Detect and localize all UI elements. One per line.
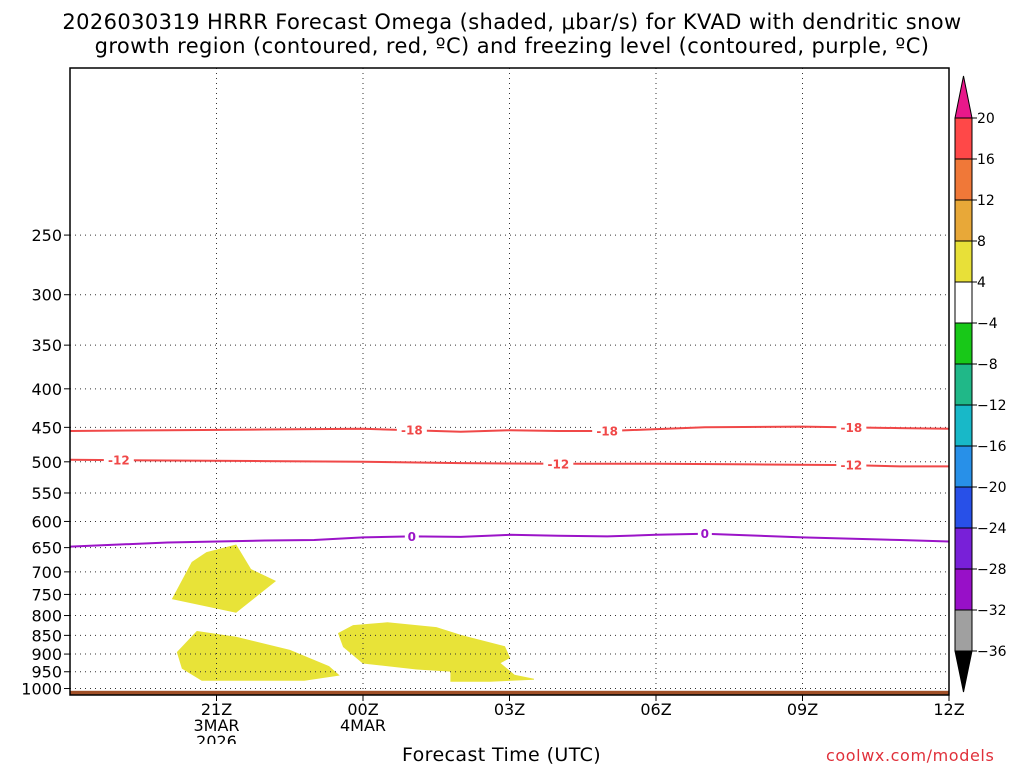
x-tick-date-label: 4MAR	[340, 716, 386, 735]
colorbar-top-arrow	[954, 75, 973, 119]
colorbar-band	[954, 117, 973, 160]
colorbar-tick-label: −20	[977, 480, 1007, 496]
contour-label-0: 0	[408, 530, 416, 544]
colorbar-band	[954, 527, 973, 570]
y-tick-label: 900	[31, 645, 62, 664]
plot-area: -18 -18 -18 -12 -12 -12 0 0	[70, 68, 949, 695]
colorbar-band	[954, 486, 973, 529]
colorbar-band	[954, 158, 973, 201]
x-axis-label: Forecast Time (UTC)	[402, 744, 602, 766]
chart-title-line-1: 2026030319 HRRR Forecast Omega (shaded, …	[62, 10, 962, 34]
y-tick-label: 300	[31, 286, 62, 305]
cross-section-chart: -18 -18 -18 -12 -12 -12 0 0 250 300 350 400 450 500 5…	[21, 67, 1007, 744]
contour-label-bg	[396, 423, 427, 438]
colorbar-band	[954, 363, 973, 406]
omega-shaded-region-3	[337, 622, 535, 682]
colorbar-band	[954, 199, 973, 242]
colorbar-band	[954, 240, 973, 283]
contour-label-bg	[592, 423, 623, 438]
y-tick-label: 700	[31, 563, 62, 582]
colorbar-bottom-arrow	[954, 650, 973, 693]
y-tick-label: 750	[31, 585, 62, 604]
contour-line--18	[70, 425, 949, 433]
colorbar-band	[954, 404, 973, 447]
contour-label--18: -18	[401, 424, 423, 438]
colorbar-band	[954, 568, 973, 611]
colorbar-tick-label: 16	[977, 152, 995, 168]
contour-label--18: -18	[596, 424, 618, 438]
contour-label-bg	[404, 529, 419, 544]
x-tick-label: 21Z	[201, 700, 232, 719]
y-tick-label: 450	[31, 418, 62, 437]
y-tick-label: 350	[31, 336, 62, 355]
colorbar-band	[954, 281, 973, 324]
colorbar-tick-label: −32	[977, 603, 1007, 619]
chart-title-line-2: growth region (contoured, red, ºC) and f…	[94, 34, 930, 58]
y-tick-label: 800	[31, 607, 62, 626]
y-tick-label: 850	[31, 626, 62, 645]
contour-label-bg	[836, 458, 867, 473]
omega-shaded-region-2	[176, 630, 340, 681]
colorbar-tick-label: −8	[977, 357, 998, 373]
x-tick-label: 06Z	[640, 700, 671, 719]
contour-line--12	[70, 458, 949, 468]
colorbar-tick-label: 20	[977, 111, 995, 127]
colorbar-tick-label: −36	[977, 644, 1007, 660]
x-tick-label: 12Z	[933, 700, 964, 719]
axes: 2503003504004505005506006507007508008509…	[21, 67, 965, 744]
colorbar-tick-label: 12	[977, 193, 995, 209]
contour-label--18: -18	[840, 421, 862, 435]
colorbar-tick-label: −4	[977, 316, 998, 332]
y-tick-label: 500	[31, 453, 62, 472]
colorbar-band	[954, 322, 973, 365]
omega-shaded-region-1	[171, 544, 277, 613]
colorbar-band	[954, 445, 973, 488]
contour-label--12: -12	[108, 454, 130, 468]
x-tick-date-label: 3MAR	[193, 716, 239, 735]
x-tick-date-label: 2026	[196, 732, 237, 744]
contour-label-0: 0	[701, 527, 709, 541]
contour-line-0	[70, 532, 949, 548]
x-tick-label: 00Z	[347, 700, 378, 719]
y-tick-label: 1000	[21, 680, 62, 699]
contour-label--12: -12	[547, 457, 569, 471]
colorbar-band	[954, 609, 973, 652]
y-tick-label: 650	[31, 539, 62, 558]
x-tick-label: 09Z	[787, 700, 818, 719]
y-tick-label: 950	[31, 663, 62, 682]
y-tick-label: 550	[31, 484, 62, 503]
colorbar-tick-label: −24	[977, 521, 1007, 537]
contour-label-bg	[543, 456, 574, 471]
colorbar-tick-label: 4	[977, 275, 986, 291]
x-tick-label: 03Z	[494, 700, 525, 719]
y-tick-label: 400	[31, 380, 62, 399]
contour-label-bg	[697, 526, 712, 541]
colorbar-tick-label: −12	[977, 398, 1007, 414]
colorbar: 20 16 12 8 4 −4 −8 −12 −16 −20 −24 −28 −32 −36	[954, 75, 1007, 693]
colorbar-tick-label: 8	[977, 234, 986, 250]
colorbar-tick-label: −16	[977, 439, 1007, 455]
ground-strip	[70, 690, 949, 695]
y-tick-label: 250	[31, 226, 62, 245]
y-tick-label: 600	[31, 512, 62, 531]
contour-label-bg	[103, 453, 134, 468]
contour-label--12: -12	[840, 459, 862, 473]
colorbar-tick-label: −28	[977, 562, 1007, 578]
contour-label-bg	[836, 420, 867, 435]
credit-text[interactable]: coolwx.com/models	[826, 746, 995, 765]
